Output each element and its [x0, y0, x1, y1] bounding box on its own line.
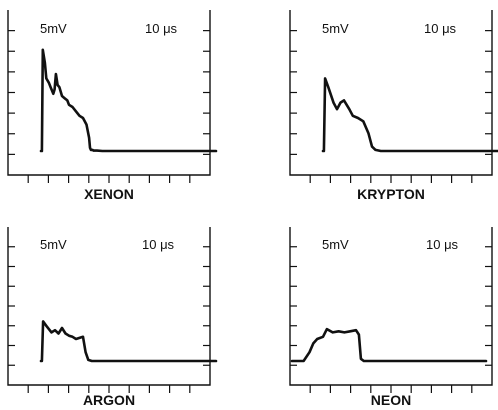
panel-xenon: 5mV 10 μs XENON [7, 10, 218, 202]
gas-label: KRYPTON [357, 186, 425, 202]
time-per-division-label: 10 μs [426, 237, 459, 252]
time-per-division-label: 10 μs [142, 237, 175, 252]
signal-trace [290, 327, 488, 363]
signal-trace [39, 48, 218, 153]
volts-per-division-label: 5mV [40, 21, 67, 36]
gas-label: XENON [84, 186, 134, 202]
gas-label: NEON [371, 392, 411, 408]
panel-ticks [290, 246, 492, 393]
panel-ticks [8, 30, 210, 183]
gas-label: ARGON [83, 392, 135, 408]
panel-ticks [8, 246, 210, 393]
volts-per-division-label: 5mV [40, 237, 67, 252]
panel-neon: 5mV 10 μs NEON [289, 227, 493, 408]
volts-per-division-label: 5mV [322, 21, 349, 36]
panel-argon: 5mV 10 μs ARGON [7, 227, 218, 408]
time-per-division-label: 10 μs [145, 21, 178, 36]
signal-trace [39, 320, 218, 363]
signal-trace [321, 77, 498, 153]
volts-per-division-label: 5mV [322, 237, 349, 252]
time-per-division-label: 10 μs [424, 21, 457, 36]
panel-ticks [290, 30, 492, 183]
panel-krypton: 5mV 10 μs KRYPTON [289, 10, 498, 202]
